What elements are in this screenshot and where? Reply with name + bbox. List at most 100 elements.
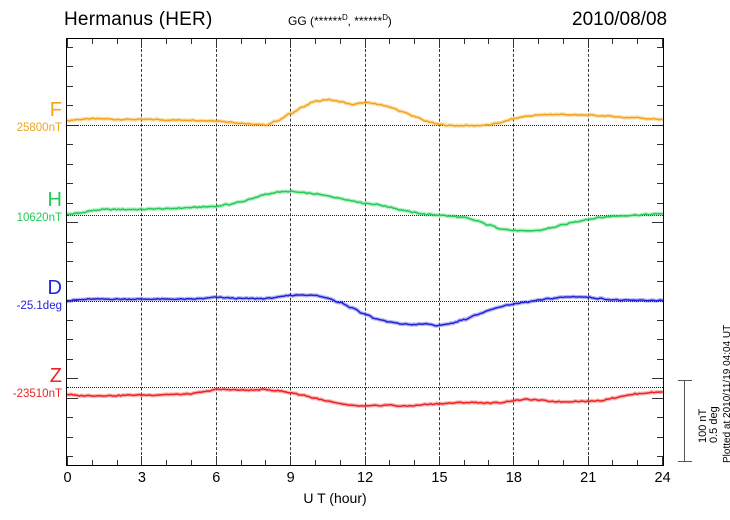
- y-tick-left-17: [67, 378, 78, 380]
- plot-inner: [67, 39, 663, 465]
- x-tick-top-23: [637, 39, 639, 44]
- x-tick-bot-14: [414, 460, 416, 465]
- x-tick-top-17: [488, 39, 490, 44]
- y-tick-right-19: [657, 417, 663, 419]
- y-tick-left-3: [67, 105, 73, 107]
- x-tick-bot-0: [67, 456, 68, 465]
- trace-halo-f: [67, 97, 663, 129]
- x-tick-label-24: 24: [654, 470, 671, 486]
- scale-bar-top-cap: [678, 380, 692, 381]
- x-tick-bot-1: [91, 460, 93, 465]
- x-tick-top-15: [438, 39, 440, 48]
- component-label-z: Z -23510nT: [0, 365, 62, 401]
- x-tick-bot-13: [389, 460, 391, 465]
- x-tick-top-3: [141, 39, 143, 48]
- grid-line-hour-12: [364, 39, 366, 465]
- coord-separator: ,: [347, 14, 355, 28]
- x-tick-label-3: 3: [137, 470, 146, 486]
- x-tick-top-19: [538, 39, 540, 44]
- x-tick-top-20: [562, 39, 564, 44]
- scale-bar-bottom-cap: [678, 461, 692, 462]
- x-tick-top-21: [587, 39, 589, 48]
- observation-date: 2010/08/08: [572, 9, 668, 30]
- grid-line-hour-6: [215, 39, 217, 465]
- y-tick-left-21: [67, 456, 73, 457]
- baseline-z: [67, 387, 663, 388]
- x-tick-bot-15: [438, 456, 440, 465]
- component-label-h: H 10620nT: [0, 189, 62, 225]
- component-baseline-z: -23510nT: [12, 388, 62, 400]
- x-tick-bot-11: [339, 460, 341, 465]
- x-tick-label-6: 6: [212, 470, 221, 486]
- x-tick-bot-10: [314, 460, 316, 465]
- x-tick-top-11: [339, 39, 341, 44]
- x-tick-bot-20: [562, 460, 564, 465]
- plotted-at-timestamp: Plotted at 2010/11/19 04:04 UT: [722, 324, 730, 463]
- x-tick-bot-7: [240, 460, 242, 465]
- y-tick-left-7: [67, 183, 73, 185]
- x-axis-title-text: U T (hour): [303, 490, 367, 506]
- y-tick-right-20: [657, 436, 663, 438]
- y-tick-right-21: [657, 456, 663, 457]
- component-baseline-d: -25.1deg: [16, 300, 62, 312]
- x-tick-bot-19: [538, 460, 540, 465]
- grid-line-hour-15: [438, 39, 440, 465]
- x-tick-label-0: 0: [63, 470, 72, 486]
- trace-z: [67, 388, 663, 408]
- x-tick-bot-8: [265, 460, 267, 465]
- y-tick-right-17: [652, 378, 663, 380]
- y-tick-right-1: [657, 66, 663, 68]
- grid-line-hour-9: [290, 39, 292, 465]
- y-tick-left-14: [67, 319, 73, 321]
- y-tick-right-6: [657, 163, 663, 165]
- y-tick-right-11: [657, 261, 663, 263]
- x-tick-bot-22: [612, 460, 614, 465]
- magnetogram-plot-area: [66, 38, 664, 466]
- y-tick-left-5: [67, 144, 73, 146]
- coord-longitude-unit: D: [382, 13, 388, 22]
- y-tick-right-15: [657, 339, 663, 341]
- trace-d: [67, 294, 663, 327]
- y-tick-right-2: [657, 85, 663, 87]
- geographic-coordinates: GG (******D, ******D): [288, 13, 392, 28]
- y-tick-left-15: [67, 339, 73, 341]
- x-tick-top-5: [190, 39, 192, 44]
- y-tick-right-3: [657, 105, 663, 107]
- component-label-f: F 25800nT: [0, 100, 62, 135]
- x-tick-bot-12: [364, 456, 366, 465]
- coord-longitude: ******: [354, 14, 383, 28]
- trace-f: [67, 98, 663, 127]
- x-tick-bot-18: [513, 456, 515, 465]
- x-tick-top-16: [463, 39, 465, 44]
- x-tick-bot-23: [637, 460, 639, 465]
- grid-line-hour-21: [587, 39, 589, 465]
- y-tick-left-8: [67, 202, 73, 204]
- x-tick-bot-9: [290, 456, 292, 465]
- x-tick-bot-5: [190, 460, 192, 465]
- y-tick-left-20: [67, 436, 73, 438]
- y-tick-right-12: [657, 280, 663, 282]
- y-tick-left-0: [67, 47, 73, 48]
- coord-prefix: GG (: [288, 14, 314, 28]
- x-tick-top-12: [364, 39, 366, 48]
- x-tick-top-6: [215, 39, 217, 48]
- x-tick-top-13: [389, 39, 391, 44]
- y-tick-left-19: [67, 417, 73, 419]
- x-tick-top-18: [513, 39, 515, 48]
- x-tick-label-18: 18: [505, 470, 522, 486]
- x-tick-label-21: 21: [580, 470, 597, 486]
- coord-suffix: ): [387, 14, 392, 28]
- component-symbol-h: H: [47, 189, 62, 211]
- amplitude-scale-bar: [678, 380, 692, 462]
- y-tick-right-10: [657, 241, 663, 243]
- x-tick-bot-16: [463, 460, 465, 465]
- scale-bar-deg-label: 0.5 deg: [708, 406, 720, 443]
- y-tick-left-11: [67, 261, 73, 263]
- x-tick-bot-3: [141, 456, 143, 465]
- y-tick-right-14: [657, 319, 663, 321]
- y-tick-right-0: [657, 47, 663, 48]
- x-tick-bot-4: [166, 460, 168, 465]
- baseline-h: [67, 215, 663, 216]
- component-symbol-z: Z: [49, 365, 62, 387]
- x-tick-label-15: 15: [431, 470, 448, 486]
